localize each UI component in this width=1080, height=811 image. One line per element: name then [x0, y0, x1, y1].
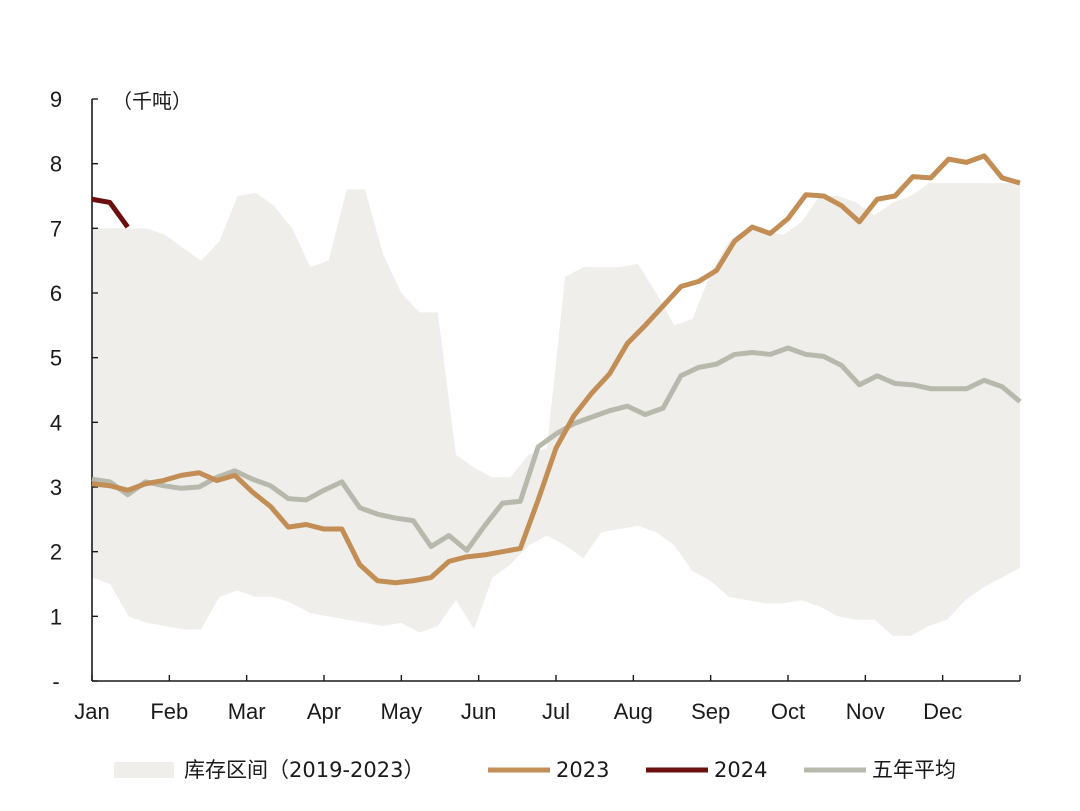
y-tick-label: 5	[50, 346, 62, 371]
series-lines	[91, 153, 1022, 586]
series-line-2024	[91, 196, 130, 229]
y-tick-label: 2	[50, 540, 62, 565]
legend-label-range-band: 库存区间（2019-2023）	[184, 758, 424, 782]
x-tick-label: Nov	[846, 699, 885, 724]
series-line-five-year-average	[91, 345, 1022, 553]
y-tick-label: 3	[50, 475, 62, 500]
legend-label-2023: 2023	[556, 758, 609, 782]
x-tick-label: Dec	[923, 699, 962, 724]
series-line-2023	[91, 153, 1021, 586]
y-tick-label: 9	[50, 87, 62, 112]
y-tick-label: 1	[50, 604, 62, 629]
y-tick-label: 4	[50, 410, 62, 435]
x-tick-label: Jan	[74, 699, 109, 724]
x-tick-label: Jul	[542, 699, 570, 724]
x-tick-label: Mar	[228, 699, 266, 724]
legend-swatch-range-band	[114, 762, 174, 778]
y-tick-label: -	[52, 669, 59, 694]
legend: 库存区间（2019-2023） 2023 2024 五年平均	[114, 758, 956, 782]
x-tick-label: Aug	[614, 699, 653, 724]
x-tick-label: Oct	[771, 699, 805, 724]
y-tick-label: 7	[50, 216, 62, 241]
x-tick-label: May	[381, 699, 423, 724]
range-band-area	[92, 183, 1020, 636]
x-tick-label: Jun	[461, 699, 496, 724]
y-tick-label: 8	[50, 152, 62, 177]
legend-label-five-year-average: 五年平均	[872, 758, 956, 782]
axes: - 1 2 3 4 5 6 7 8 9 Jan Feb Mar Apr May Jun Jul Aug Sep Oct…	[50, 87, 1021, 724]
y-axis-unit-label: （千吨）	[112, 89, 192, 113]
inventory-range-band	[92, 183, 1020, 636]
y-tick-label: 6	[50, 281, 62, 306]
x-tick-label: Apr	[307, 699, 341, 724]
legend-label-2024: 2024	[714, 758, 767, 782]
x-tick-label: Feb	[150, 699, 188, 724]
x-tick-label: Sep	[691, 699, 730, 724]
